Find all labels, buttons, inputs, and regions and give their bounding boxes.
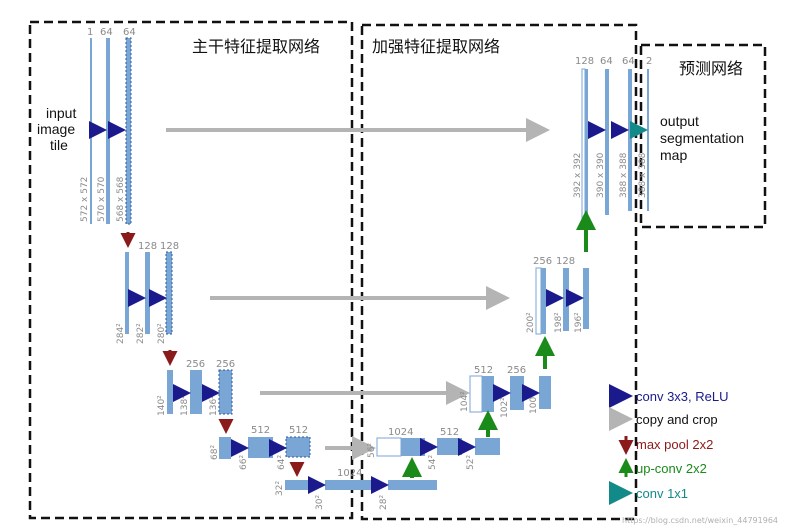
channel-l5: 1024 [337, 468, 362, 479]
channel-l1-input: 1 [87, 27, 93, 38]
size-l1-output: 388 x 388 [638, 152, 648, 198]
feature-map-l4-conv1 [248, 437, 273, 458]
output-label-line2: segmentation [660, 130, 744, 146]
channel-l1-dec2: 64 [622, 56, 635, 67]
feature-map-l2-conv1 [145, 252, 150, 334]
size-l1-up: 392 x 392 [573, 153, 583, 198]
feature-map-l2-up-crop [535, 267, 542, 335]
size-l1-dec2: 388 x 388 [619, 152, 629, 198]
feature-map-l3-up [482, 376, 494, 412]
output-label-line1: output [660, 113, 699, 129]
feature-map-l1-dec2 [628, 69, 632, 211]
size-l3-conv2: 136² [209, 395, 219, 416]
feature-map-l5-pool [285, 480, 309, 490]
input-label-line3: tile [50, 137, 68, 153]
decoder-region-box [360, 23, 638, 521]
channel-l1-conv2: 64 [123, 27, 136, 38]
feature-map-l1-dec1 [605, 69, 609, 215]
size-l2-dec1: 198² [554, 312, 564, 333]
feature-map-l2-dec2 [583, 268, 589, 329]
size-l3-conv1: 138² [180, 395, 190, 416]
feature-map-l4-dec1 [437, 438, 462, 455]
size-l4-conv1: 66² [239, 455, 249, 470]
head-region-label: 预测网络 [679, 59, 743, 78]
size-l4-pool: 68² [210, 445, 220, 460]
size-l5-conv1: 30² [315, 495, 325, 510]
channel-l3-conv2: 256 [216, 359, 235, 370]
feature-map-l1-conv2 [125, 37, 132, 225]
feature-map-l1-up [585, 69, 588, 219]
feature-map-l3-dec2 [539, 376, 551, 409]
channel-l4-conv1: 512 [251, 425, 270, 436]
feature-map-l3-conv2 [218, 369, 233, 415]
input-label-line1: input [46, 105, 76, 121]
feature-map-l3-up-crop [469, 375, 483, 413]
feature-map-l4-up-crop [376, 437, 402, 457]
channel-l2-up: 256 [533, 256, 552, 267]
legend-copy-label: copy and crop [636, 412, 718, 427]
watermark: https://blog.csdn.net/weixin_44791964 [622, 516, 778, 525]
channel-l1-output: 2 [646, 56, 652, 67]
size-l3-dec2: 100² [529, 393, 539, 414]
feature-map-l5-conv1 [325, 480, 373, 490]
encoder-region-label: 主干特征提取网络 [192, 37, 320, 56]
channel-l3-up: 512 [474, 365, 493, 376]
channel-l4-dec: 512 [440, 427, 459, 438]
encoder-region-box [28, 20, 354, 520]
size-l1-conv1: 570 x 570 [97, 176, 107, 222]
feature-map-l1-output [647, 69, 649, 211]
size-l1-conv2: 568 x 568 [116, 176, 126, 222]
size-l4-dec2: 52² [466, 455, 476, 470]
channel-l3-dec: 256 [507, 365, 526, 376]
legend-upconv-label: up-conv 2x2 [636, 461, 707, 476]
feature-map-l3-conv1 [190, 370, 202, 414]
size-l1-input: 572 x 572 [80, 177, 90, 222]
feature-map-l2-conv2 [165, 251, 173, 335]
channel-l4-up: 1024 [388, 427, 413, 438]
legend: conv 3x3, ReLU copy and crop max pool 2x… [609, 384, 729, 505]
feature-map-l1-input [90, 38, 92, 224]
decoder-region-label: 加强特征提取网络 [372, 37, 500, 56]
channel-l1-conv1: 64 [100, 27, 113, 38]
size-l4-up: 56² [367, 443, 377, 458]
feature-map-l3-pool [167, 370, 173, 414]
size-l5-conv2: 28² [379, 495, 389, 510]
feature-map-l2-up [541, 268, 546, 334]
feature-map-l4-pool [219, 437, 231, 459]
feature-map-l4-dec2 [475, 438, 500, 455]
size-l5-pool: 32² [275, 481, 285, 496]
feature-map-l2-pool [125, 252, 129, 334]
legend-conv-label: conv 3x3, ReLU [636, 389, 729, 404]
size-l3-pool: 140² [157, 395, 167, 416]
output-label-line3: map [660, 147, 687, 163]
legend-pool-label: max pool 2x2 [636, 437, 713, 452]
size-l4-dec1: 54² [428, 455, 438, 470]
channel-l1-up: 128 [575, 56, 594, 67]
feature-map-l3-dec1 [510, 376, 524, 410]
channel-l1-dec1: 64 [600, 56, 613, 67]
feature-map-l4-up [401, 438, 425, 456]
input-label-line2: image [37, 121, 75, 137]
size-l4-conv2: 64² [277, 455, 287, 470]
feature-map-l5-conv2 [388, 480, 437, 490]
size-l3-up: 104² [460, 391, 470, 412]
size-l2-conv2: 280² [157, 323, 167, 344]
size-l2-up: 200² [526, 312, 536, 333]
channel-l2-dec: 128 [556, 256, 575, 267]
size-l2-conv1: 282² [136, 323, 146, 344]
channel-l4-conv2: 512 [289, 425, 308, 436]
channel-l3-conv1: 256 [186, 359, 205, 370]
size-l2-dec2: 196² [574, 312, 584, 333]
size-l3-dec1: 102² [500, 397, 510, 418]
channel-l2-conv1: 128 [138, 241, 157, 252]
feature-map-l4-conv2 [285, 436, 311, 458]
size-l1-dec1: 390 x 390 [596, 152, 606, 198]
size-l2-pool: 284² [116, 323, 126, 344]
legend-conv1x1-label: conv 1x1 [636, 486, 688, 501]
channel-l2-conv2: 128 [160, 241, 179, 252]
